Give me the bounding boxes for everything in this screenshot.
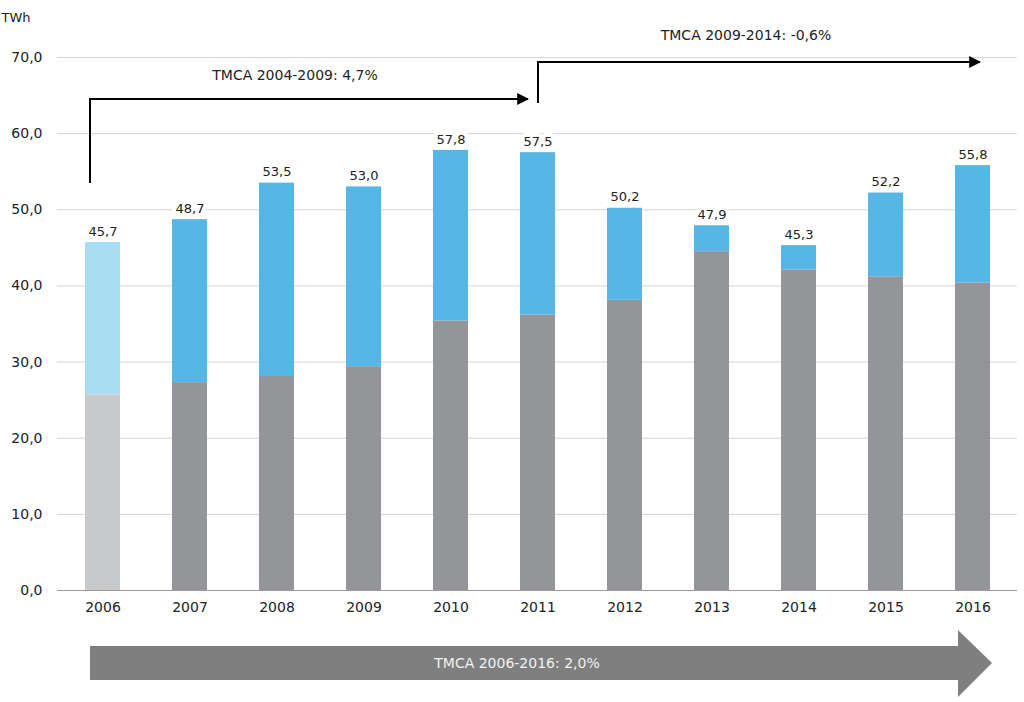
svg-text:47,9: 47,9 — [698, 207, 727, 222]
svg-text:45,3: 45,3 — [785, 227, 814, 242]
svg-text:53,0: 53,0 — [350, 168, 379, 183]
svg-text:2012: 2012 — [607, 599, 643, 615]
svg-text:TMCA 2006-2016: 2,0%: TMCA 2006-2016: 2,0% — [433, 655, 599, 671]
svg-text:2007: 2007 — [172, 599, 208, 615]
svg-text:30,0: 30,0 — [11, 354, 42, 370]
svg-text:55,8: 55,8 — [959, 147, 988, 162]
svg-text:2011: 2011 — [520, 599, 556, 615]
svg-text:2013: 2013 — [694, 599, 730, 615]
svg-text:60,0: 60,0 — [11, 125, 42, 141]
svg-text:2006: 2006 — [85, 599, 121, 615]
svg-text:40,0: 40,0 — [11, 277, 42, 293]
svg-text:50,2: 50,2 — [611, 189, 640, 204]
svg-text:0,0: 0,0 — [20, 582, 42, 598]
svg-text:20,0: 20,0 — [11, 430, 42, 446]
svg-text:2010: 2010 — [433, 599, 469, 615]
svg-text:52,2: 52,2 — [872, 174, 901, 189]
svg-text:57,5: 57,5 — [524, 134, 553, 149]
svg-text:50,0: 50,0 — [11, 201, 42, 217]
svg-text:48,7: 48,7 — [176, 201, 205, 216]
svg-text:2009: 2009 — [346, 599, 382, 615]
svg-text:53,5: 53,5 — [263, 164, 292, 179]
svg-text:TMCA 2004-2009: 4,7%: TMCA 2004-2009: 4,7% — [211, 67, 377, 83]
svg-text:TWh: TWh — [0, 10, 30, 25]
svg-text:57,8: 57,8 — [437, 132, 466, 147]
svg-text:70,0: 70,0 — [11, 49, 42, 65]
svg-text:TMCA 2009-2014: -0,6%: TMCA 2009-2014: -0,6% — [660, 27, 832, 43]
svg-text:45,7: 45,7 — [89, 224, 118, 239]
svg-text:2016: 2016 — [955, 599, 991, 615]
svg-text:2014: 2014 — [781, 599, 817, 615]
svg-text:2015: 2015 — [868, 599, 904, 615]
svg-text:2008: 2008 — [259, 599, 295, 615]
svg-text:10,0: 10,0 — [11, 506, 42, 522]
